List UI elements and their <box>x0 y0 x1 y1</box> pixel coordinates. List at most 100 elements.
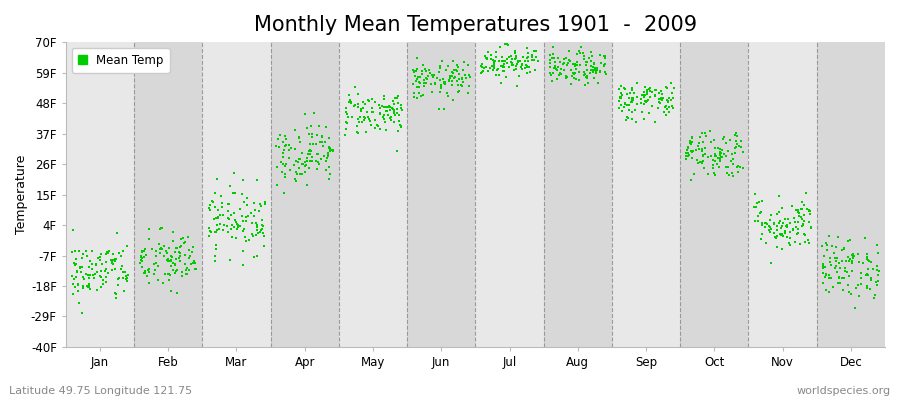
Point <box>163 257 177 263</box>
Point <box>626 90 641 96</box>
Point <box>392 112 406 118</box>
Point <box>168 270 183 276</box>
Point <box>142 236 157 242</box>
Point <box>779 224 794 231</box>
Point <box>692 159 706 165</box>
Point <box>775 222 789 229</box>
Point <box>495 54 509 60</box>
Point <box>214 204 229 210</box>
Point <box>250 224 265 230</box>
Point <box>566 61 580 68</box>
Point <box>364 104 379 111</box>
Point <box>133 260 148 266</box>
Point <box>789 224 804 231</box>
Point <box>364 122 378 129</box>
Point <box>69 269 84 276</box>
Point <box>860 271 874 278</box>
Point <box>801 236 815 243</box>
Point <box>638 92 652 98</box>
Point <box>279 161 293 168</box>
Point <box>707 152 722 159</box>
Point <box>152 241 166 248</box>
Point <box>755 220 770 226</box>
Point <box>479 64 493 70</box>
Point <box>514 62 528 68</box>
Point <box>80 253 94 260</box>
Point <box>344 99 358 105</box>
Point <box>433 77 447 83</box>
Point <box>759 240 773 246</box>
Point <box>341 98 356 105</box>
Point <box>654 88 669 94</box>
Point <box>350 116 365 122</box>
Point <box>239 214 254 220</box>
Point <box>815 243 830 250</box>
Point <box>276 150 291 156</box>
Point <box>227 224 241 230</box>
Point <box>350 104 365 110</box>
Point <box>579 59 593 66</box>
Point <box>305 158 320 164</box>
Point <box>841 281 855 288</box>
Point <box>94 250 108 257</box>
Point <box>761 227 776 233</box>
Point <box>837 246 851 252</box>
Point <box>782 240 796 246</box>
Point <box>829 258 843 264</box>
Point <box>832 260 846 266</box>
Point <box>254 227 268 233</box>
Point <box>167 261 182 268</box>
Point <box>73 265 87 272</box>
Point <box>292 165 306 171</box>
Point <box>170 290 184 297</box>
Point <box>521 54 535 60</box>
Point <box>871 278 886 284</box>
Point <box>614 83 628 90</box>
Point <box>726 160 741 167</box>
Point <box>173 250 187 256</box>
Point <box>597 63 611 69</box>
Point <box>76 285 90 292</box>
Point <box>422 66 436 73</box>
Point <box>842 272 856 279</box>
Point <box>782 242 796 248</box>
Point <box>182 246 196 253</box>
Point <box>413 80 428 86</box>
Point <box>780 234 795 241</box>
Point <box>733 163 747 170</box>
Y-axis label: Temperature: Temperature <box>15 155 28 234</box>
Point <box>774 232 788 239</box>
Point <box>823 254 837 261</box>
Point <box>496 64 510 70</box>
Point <box>791 209 806 216</box>
Point <box>68 256 83 262</box>
Point <box>115 262 130 269</box>
Point <box>378 119 392 125</box>
Point <box>202 225 216 232</box>
Point <box>382 107 397 114</box>
Point <box>679 156 693 162</box>
Point <box>248 219 263 226</box>
Point <box>586 67 600 74</box>
Point <box>753 210 768 216</box>
Point <box>412 84 427 90</box>
Point <box>139 252 153 258</box>
Point <box>543 57 557 64</box>
Point <box>505 62 519 68</box>
Point <box>372 102 386 108</box>
Point <box>417 83 431 90</box>
Point <box>256 223 270 229</box>
Point <box>772 193 787 199</box>
Point <box>724 170 739 176</box>
Point <box>860 285 875 292</box>
Point <box>842 256 857 262</box>
Point <box>824 262 838 268</box>
Point <box>304 131 319 137</box>
Point <box>556 60 571 67</box>
Point <box>252 208 266 214</box>
Point <box>854 270 868 276</box>
Point <box>829 263 843 270</box>
Point <box>202 206 217 213</box>
Point <box>277 143 292 149</box>
Point <box>779 222 794 229</box>
